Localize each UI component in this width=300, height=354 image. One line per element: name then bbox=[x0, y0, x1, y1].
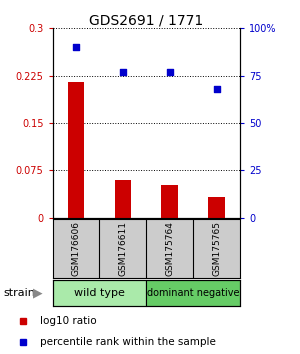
Bar bbox=[52, 280, 146, 306]
Text: strain: strain bbox=[3, 288, 35, 298]
Point bbox=[214, 86, 219, 92]
Text: percentile rank within the sample: percentile rank within the sample bbox=[40, 337, 216, 347]
Bar bbox=[146, 280, 240, 306]
Text: GSM176611: GSM176611 bbox=[118, 221, 127, 276]
Bar bbox=[161, 185, 178, 218]
Text: dominant negative: dominant negative bbox=[147, 288, 239, 298]
Bar bbox=[208, 197, 225, 218]
Title: GDS2691 / 1771: GDS2691 / 1771 bbox=[89, 13, 203, 27]
Text: GSM175764: GSM175764 bbox=[165, 221, 174, 276]
Text: wild type: wild type bbox=[74, 288, 125, 298]
Text: GSM176606: GSM176606 bbox=[71, 221, 80, 276]
Bar bbox=[68, 82, 84, 218]
Bar bbox=[115, 180, 131, 218]
Point bbox=[74, 45, 78, 50]
Point bbox=[167, 69, 172, 75]
Text: log10 ratio: log10 ratio bbox=[40, 316, 97, 326]
Text: ▶: ▶ bbox=[33, 286, 42, 299]
Point bbox=[120, 69, 125, 75]
Text: GSM175765: GSM175765 bbox=[212, 221, 221, 276]
